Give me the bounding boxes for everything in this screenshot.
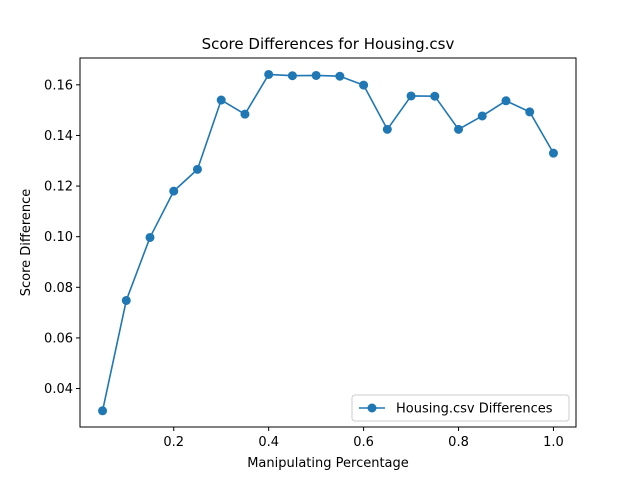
data-point — [311, 70, 321, 80]
y-tick-label: 0.06 — [44, 331, 73, 346]
data-point — [98, 406, 108, 416]
legend: Housing.csv Differences — [351, 394, 570, 422]
series-line — [101, 73, 555, 411]
x-axis-ticks: 0.2 0.4 0.6 0.8 1.0 — [163, 427, 564, 450]
data-point — [430, 91, 440, 101]
data-point — [501, 96, 511, 106]
y-tick-label: 0.04 — [44, 382, 73, 397]
data-point — [382, 124, 392, 134]
data-point — [548, 148, 558, 158]
legend-marker-sample — [367, 403, 377, 413]
x-tick-label: 0.2 — [163, 435, 184, 450]
axes-frame — [79, 57, 577, 428]
y-tick-label: 0.10 — [44, 230, 73, 245]
data-point — [477, 111, 487, 121]
y-tick-label: 0.08 — [44, 281, 73, 296]
y-tick-label: 0.16 — [44, 78, 73, 93]
x-tick-label: 0.8 — [448, 435, 469, 450]
data-point — [240, 109, 250, 119]
x-tick-label: 1.0 — [543, 435, 564, 450]
plot-area — [98, 69, 558, 416]
data-point — [406, 91, 416, 101]
x-tick-label: 0.6 — [353, 435, 374, 450]
data-point — [264, 69, 274, 79]
x-axis-label: Manipulating Percentage — [247, 456, 409, 471]
x-tick-label: 0.4 — [258, 435, 279, 450]
data-point — [335, 71, 345, 81]
data-point — [525, 107, 535, 117]
data-point — [169, 186, 179, 196]
y-tick-label: 0.14 — [44, 129, 73, 144]
y-axis-label: Score Difference — [19, 189, 34, 297]
data-point — [192, 164, 202, 174]
data-point — [359, 80, 369, 90]
y-tick-label: 0.12 — [44, 180, 73, 195]
data-point — [454, 124, 464, 134]
chart-title: Score Differences for Housing.csv — [202, 35, 455, 53]
data-point — [216, 95, 226, 105]
y-axis-ticks: 0.04 0.06 0.08 0.10 0.12 0.14 0.16 — [44, 78, 80, 397]
data-point — [287, 71, 297, 81]
data-point — [145, 232, 155, 242]
legend-label: Housing.csv Differences — [396, 402, 553, 417]
data-point — [121, 295, 131, 305]
legend-box — [351, 394, 570, 422]
